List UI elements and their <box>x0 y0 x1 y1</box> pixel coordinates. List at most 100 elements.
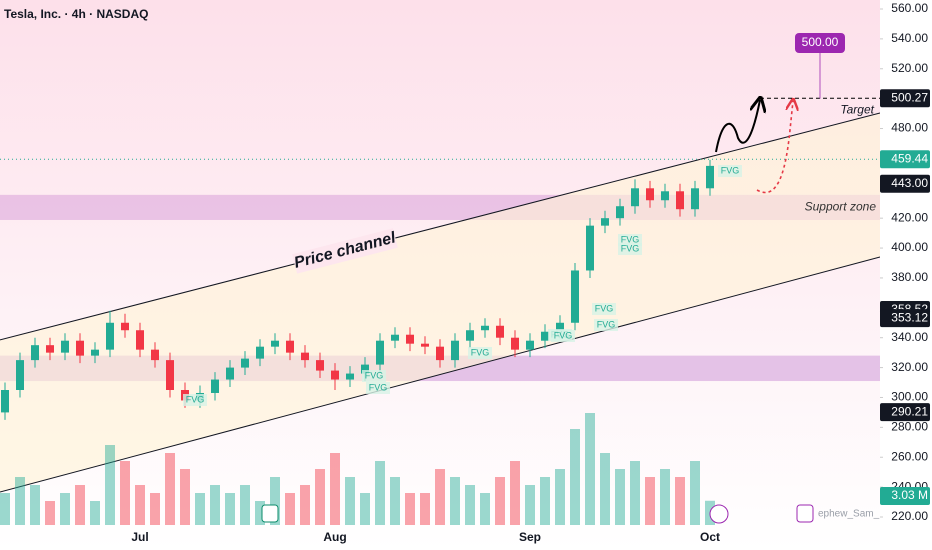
price-label: 353.12 <box>891 310 928 324</box>
candle-body <box>481 325 489 331</box>
volume-label-box <box>880 487 930 505</box>
y-tick-label: 320.00 <box>891 360 928 374</box>
fvg-label: FVG <box>554 330 573 340</box>
y-tick-label: 540.00 <box>891 31 928 45</box>
candle-body <box>616 206 624 219</box>
volume-label: 3.03 M <box>891 488 928 502</box>
volume-bar <box>660 469 670 525</box>
zone-label: Support zone <box>805 200 877 214</box>
logo-icon <box>796 504 814 523</box>
volume-bar <box>45 501 55 525</box>
fvg-label: FVG <box>621 234 640 244</box>
fvg-label: FVG <box>721 165 740 175</box>
candle-body <box>646 188 654 201</box>
candle-body <box>91 349 99 356</box>
candle-body <box>121 322 129 331</box>
volume-bar <box>135 485 145 525</box>
fvg-box <box>366 382 390 394</box>
candle-body <box>391 334 399 341</box>
fvg-label: FVG <box>621 243 640 253</box>
fvg-label: FVG <box>365 370 384 380</box>
candle-body <box>271 340 279 347</box>
candle-body <box>136 330 144 350</box>
x-tick-label: Sep <box>519 530 541 544</box>
volume-bar <box>75 485 85 525</box>
fvg-label: FVG <box>369 382 388 392</box>
candle-body <box>316 360 324 371</box>
target-bubble <box>795 33 845 53</box>
volume-bar <box>675 477 685 525</box>
candle-body <box>556 322 564 332</box>
volume-bar <box>180 469 190 525</box>
volume-bar <box>240 485 250 525</box>
candle-body <box>571 270 579 323</box>
alt-projection-arrow <box>756 101 793 194</box>
candle-body <box>436 346 444 361</box>
volume-bar <box>345 477 355 525</box>
price-label-box <box>880 174 930 193</box>
candle-body <box>706 165 714 189</box>
volume-bar <box>150 493 160 525</box>
earnings-icon <box>261 504 279 523</box>
candle-body <box>31 345 39 361</box>
y-tick-label: 380.00 <box>891 270 928 284</box>
fvg-box <box>718 165 742 177</box>
volume-bar <box>285 493 295 525</box>
candle-body <box>106 322 114 350</box>
volume-bar <box>615 469 625 525</box>
candle-body <box>376 340 384 365</box>
candle-body <box>496 325 504 338</box>
candle-body <box>511 337 519 350</box>
y-tick-label: 400.00 <box>891 240 928 254</box>
candle-body <box>211 379 219 393</box>
candle-body <box>166 360 174 390</box>
volume-bar <box>510 461 520 525</box>
fvg-label: FVG <box>595 303 614 313</box>
candle-body <box>661 191 669 201</box>
y-tick-label: 520.00 <box>891 61 928 75</box>
event-icon <box>709 504 729 524</box>
candle-body <box>421 343 429 347</box>
price-label: 290.21 <box>891 404 928 418</box>
candle-body <box>226 367 234 380</box>
candle-body <box>241 358 249 368</box>
volume-bar <box>480 493 490 525</box>
volume-bar <box>435 469 445 525</box>
price-label: 500.27 <box>891 90 928 104</box>
candle-body <box>691 188 699 210</box>
volume-bar <box>270 477 280 525</box>
target-bubble-label: 500.00 <box>802 35 839 49</box>
price-label: 443.00 <box>891 176 928 190</box>
fvg-label: FVG <box>186 394 205 404</box>
candle-body <box>16 360 24 390</box>
candle-body <box>346 373 354 380</box>
volume-bar <box>255 501 265 525</box>
candle-body <box>286 340 294 353</box>
volume-bar <box>390 477 400 525</box>
volume-bar <box>525 485 535 525</box>
price-label: 459.44 <box>891 151 928 165</box>
x-tick-label: Oct <box>700 530 720 544</box>
candle-body <box>151 349 159 361</box>
candle-body <box>1 390 9 413</box>
candle-body <box>256 346 264 359</box>
volume-bar <box>360 493 370 525</box>
x-tick-label: Jul <box>131 530 148 544</box>
y-tick-label: 300.00 <box>891 390 928 404</box>
candle-body <box>601 218 609 226</box>
volume-bar <box>225 493 235 525</box>
y-tick-label: 340.00 <box>891 330 928 344</box>
candle-body <box>541 331 549 341</box>
candle-body <box>76 340 84 356</box>
fvg-box <box>468 347 492 359</box>
candle-body <box>331 370 339 380</box>
price-label-box <box>880 403 930 422</box>
channel-fill <box>0 112 880 493</box>
projection-arrow <box>715 100 760 153</box>
candle-body <box>406 334 414 344</box>
volume-bar <box>540 477 550 525</box>
y-tick-label: 220.00 <box>891 509 928 523</box>
fvg-box <box>618 243 642 255</box>
candle-body <box>466 330 474 341</box>
channel-line <box>0 256 881 493</box>
